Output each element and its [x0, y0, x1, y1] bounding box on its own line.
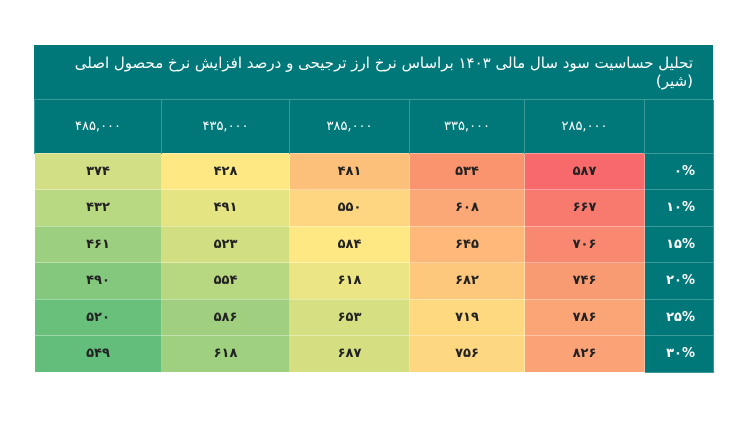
data-cell: ۶۱۸	[289, 262, 410, 300]
data-cell: ۸۲۶	[524, 335, 645, 373]
table-row: ۴۶۱ ۵۲۳ ۵۸۴ ۶۴۵ ۷۰۶ ۱۵%	[34, 225, 714, 263]
column-header: ۴۳۵,۰۰۰	[161, 100, 290, 153]
sensitivity-table-sheet: تحلیل حساسیت سود سال مالی ۱۴۰۳ براساس نر…	[34, 45, 714, 373]
row-label: ۱۵%	[644, 225, 714, 263]
data-cell: ۶۱۸	[161, 335, 290, 373]
row-label: ۲۵%	[644, 298, 714, 336]
column-header: ۴۸۵,۰۰۰	[34, 100, 162, 153]
data-cell: ۷۰۶	[524, 225, 645, 263]
table-title: تحلیل حساسیت سود سال مالی ۱۴۰۳ براساس نر…	[74, 54, 693, 90]
data-cell: ۶۴۵	[409, 225, 525, 263]
table-title-band: تحلیل حساسیت سود سال مالی ۱۴۰۳ براساس نر…	[34, 45, 713, 100]
data-cell: ۵۳۴	[409, 152, 525, 190]
table-row: ۴۳۲ ۴۹۱ ۵۵۰ ۶۰۸ ۶۶۷ ۱۰%	[34, 189, 714, 227]
table-row: ۴۹۰ ۵۵۴ ۶۱۸ ۶۸۲ ۷۴۶ ۲۰%	[34, 262, 714, 300]
data-cell: ۶۸۲	[409, 262, 525, 300]
table-row: ۵۴۹ ۶۱۸ ۶۸۷ ۷۵۶ ۸۲۶ ۳۰%	[34, 335, 714, 373]
data-cell: ۴۲۸	[161, 152, 290, 190]
sensitivity-table: ۴۸۵,۰۰۰ ۴۳۵,۰۰۰ ۳۸۵,۰۰۰ ۳۳۵,۰۰۰ ۲۸۵,۰۰۰ …	[34, 100, 714, 373]
data-cell: ۶۶۷	[524, 189, 645, 227]
data-cell: ۵۸۶	[161, 298, 290, 336]
data-cell: ۵۸۷	[524, 152, 645, 190]
data-cell: ۳۷۴	[34, 152, 162, 190]
corner-header	[644, 100, 714, 153]
row-label: ۰%	[644, 152, 714, 190]
data-cell: ۶۸۷	[289, 335, 410, 373]
data-cell: ۵۵۰	[289, 189, 410, 227]
data-cell: ۴۳۲	[34, 189, 162, 227]
data-cell: ۵۲۰	[34, 298, 162, 336]
column-header: ۲۸۵,۰۰۰	[524, 100, 645, 153]
highlighted-data-cell: ۷۴۶	[524, 262, 645, 300]
column-header: ۳۸۵,۰۰۰	[289, 100, 410, 153]
row-label: ۲۰%	[644, 262, 714, 300]
table-row: ۵۲۰ ۵۸۶ ۶۵۳ ۷۱۹ ۷۸۶ ۲۵%	[34, 298, 714, 336]
data-cell: ۶۰۸	[409, 189, 525, 227]
data-cell: ۷۸۶	[524, 298, 645, 336]
data-cell: ۴۸۱	[289, 152, 410, 190]
table-row: ۳۷۴ ۴۲۸ ۴۸۱ ۵۳۴ ۵۸۷ ۰%	[34, 152, 714, 190]
data-cell: ۷۱۹	[409, 298, 525, 336]
data-cell: ۵۵۴	[161, 262, 290, 300]
data-cell: ۴۹۱	[161, 189, 290, 227]
header-row: ۴۸۵,۰۰۰ ۴۳۵,۰۰۰ ۳۸۵,۰۰۰ ۳۳۵,۰۰۰ ۲۸۵,۰۰۰	[34, 100, 714, 153]
row-label: ۱۰%	[644, 189, 714, 227]
data-cell: ۵۲۳	[161, 225, 290, 263]
column-header: ۳۳۵,۰۰۰	[409, 100, 525, 153]
data-cell: ۵۴۹	[34, 335, 162, 373]
data-cell: ۴۶۱	[34, 225, 162, 263]
row-label: ۳۰%	[644, 335, 714, 373]
data-cell: ۶۵۳	[289, 298, 410, 336]
data-cell: ۴۹۰	[34, 262, 162, 300]
data-cell: ۷۵۶	[409, 335, 525, 373]
data-cell: ۵۸۴	[289, 225, 410, 263]
